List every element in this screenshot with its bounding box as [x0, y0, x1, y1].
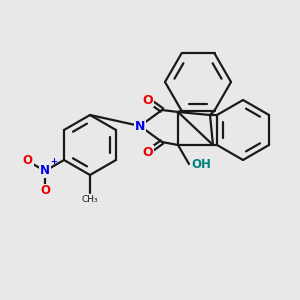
Text: CH₃: CH₃: [82, 195, 98, 204]
Text: +: +: [50, 157, 57, 166]
Text: O: O: [40, 184, 50, 197]
Text: OH: OH: [191, 158, 211, 171]
Text: O: O: [143, 94, 153, 106]
Text: O: O: [143, 146, 153, 158]
Text: O: O: [22, 154, 33, 167]
Text: N: N: [40, 164, 50, 178]
Text: N: N: [135, 119, 145, 133]
